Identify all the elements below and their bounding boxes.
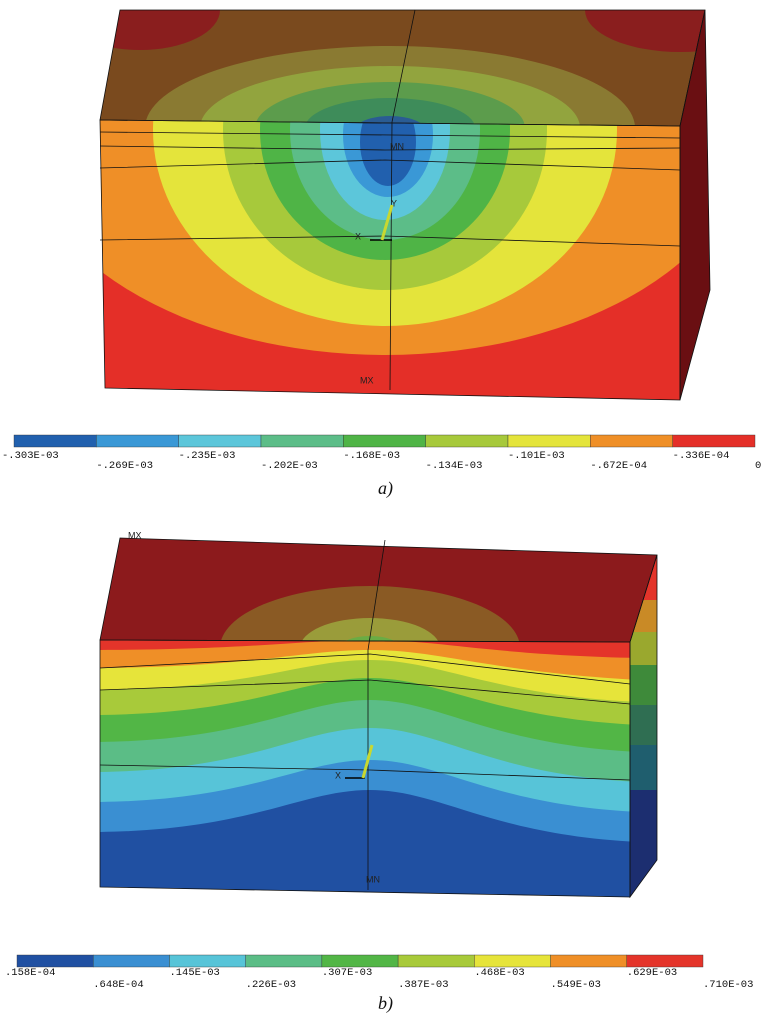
legend-swatch <box>169 954 246 968</box>
max-label: MX <box>360 375 374 385</box>
legend-label: .158E-04 <box>5 967 55 979</box>
legend-label: .629E-03 <box>627 967 677 979</box>
legend-swatch <box>507 434 591 448</box>
legend-swatch <box>13 434 97 448</box>
legend-swatch <box>397 954 475 968</box>
caption: b) <box>378 993 393 1014</box>
legend-label: -.336E-04 <box>673 450 730 462</box>
legend-swatch <box>474 954 551 968</box>
model-a <box>99 9 711 401</box>
legend-swatch <box>343 434 426 448</box>
caption: a) <box>378 478 393 499</box>
legend-label: -.303E-03 <box>2 450 59 462</box>
model-b <box>99 537 658 899</box>
legend-label: .145E-03 <box>169 967 219 979</box>
legend-swatch <box>626 954 704 968</box>
legend-label: -.168E-03 <box>343 450 400 462</box>
legend-swatch <box>321 954 399 968</box>
legend-label: .549E-03 <box>551 979 601 991</box>
legend-label: .387E-03 <box>398 979 448 991</box>
max-label: MX <box>128 530 142 540</box>
legend-swatch <box>16 954 94 968</box>
legend-label: 0 <box>755 460 761 472</box>
legend-label: .468E-03 <box>474 967 524 979</box>
legend-label: -.269E-03 <box>96 460 153 472</box>
legend-swatch <box>245 954 323 968</box>
triad-x: X <box>355 231 361 241</box>
legend-swatch <box>260 434 344 448</box>
legend-swatch <box>96 434 179 448</box>
legend-swatch <box>590 434 673 448</box>
legend-label: -.202E-03 <box>261 460 318 472</box>
legend-swatch <box>93 954 170 968</box>
legend-label: .710E-03 <box>703 979 753 991</box>
min-label: MN <box>366 874 380 884</box>
triad-x: X <box>335 770 341 780</box>
legend-label: .307E-03 <box>322 967 372 979</box>
min-label: MN <box>390 141 404 151</box>
legend-swatch <box>178 434 262 448</box>
triad-y: Y <box>391 198 397 208</box>
legend-label: .648E-04 <box>93 979 143 991</box>
legend-swatch <box>550 954 627 968</box>
legend-swatch <box>672 434 756 448</box>
legend-swatch <box>425 434 509 448</box>
legend-label: -.235E-03 <box>179 450 236 462</box>
legend-label: -.134E-03 <box>426 460 483 472</box>
legend-label: -.672E-04 <box>590 460 647 472</box>
legend-label: .226E-03 <box>246 979 296 991</box>
legend-label: -.101E-03 <box>508 450 565 462</box>
